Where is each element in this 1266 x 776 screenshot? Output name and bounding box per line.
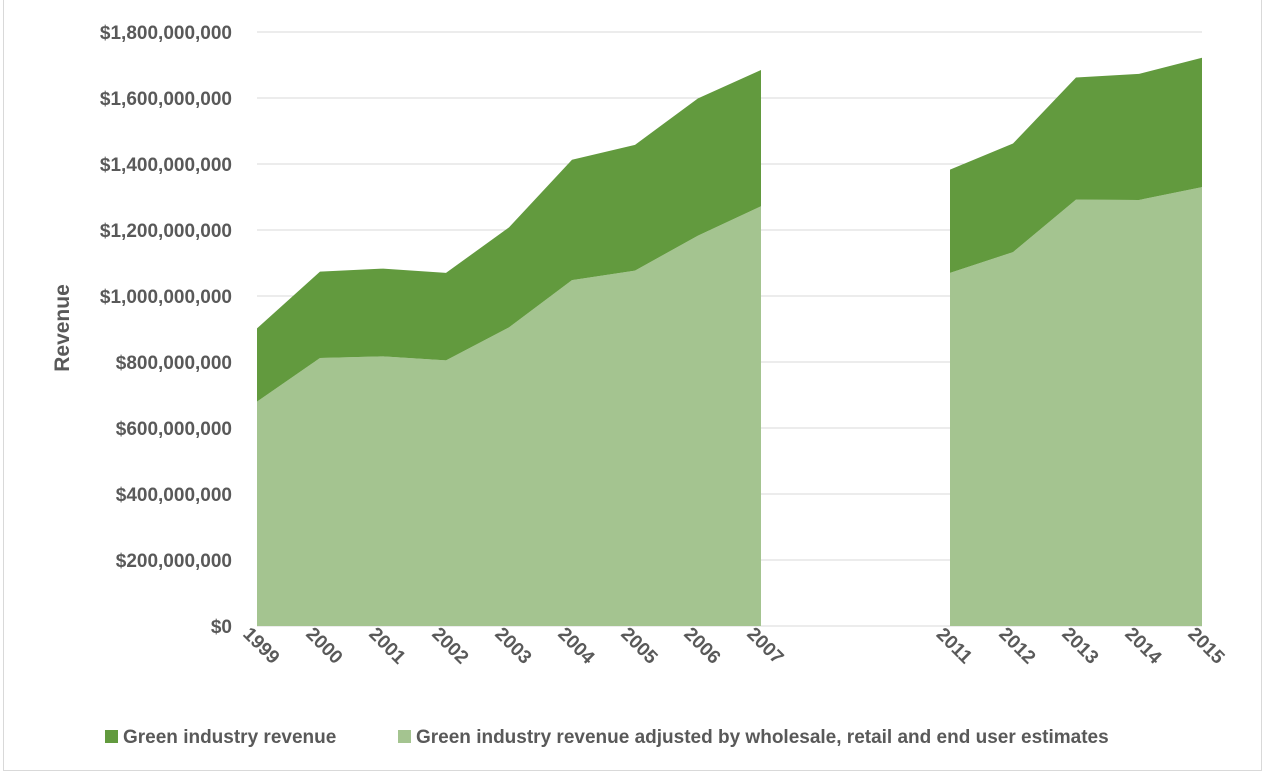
y-tick-label: $200,000,000 — [116, 551, 232, 572]
y-tick-label: $1,200,000,000 — [100, 221, 232, 242]
x-tick-label: 2007 — [743, 624, 788, 669]
y-axis-tick-labels: $0 $200,000,000 $400,000,000 $600,000,000 $8… — [100, 23, 232, 638]
x-tick-label: 2006 — [680, 624, 725, 669]
area-green-revenue-segment-1 — [257, 69, 761, 402]
x-tick-label: 2004 — [554, 624, 599, 669]
x-tick-label: 1999 — [239, 624, 284, 669]
area-adjusted-revenue-segment-2 — [950, 187, 1202, 626]
area-adjusted-revenue-segment-1 — [257, 206, 761, 627]
y-axis-title: Revenue — [51, 284, 74, 372]
legend-label: Green industry revenue adjusted by whole… — [416, 727, 1109, 748]
y-tick-label: $1,000,000,000 — [100, 287, 232, 308]
y-tick-label: $1,400,000,000 — [100, 155, 232, 176]
x-tick-label: 2000 — [302, 624, 347, 669]
legend-swatch — [105, 730, 118, 743]
y-tick-label: $1,600,000,000 — [100, 89, 232, 110]
y-tick-label: $800,000,000 — [116, 353, 232, 374]
x-tick-label: 2014 — [1121, 624, 1166, 669]
area-series — [257, 57, 1202, 627]
x-tick-label: 2002 — [428, 624, 473, 669]
y-tick-label: $400,000,000 — [116, 485, 232, 506]
legend-label: Green industry revenue — [123, 727, 336, 748]
legend-swatch — [398, 730, 411, 743]
x-tick-label: 2001 — [365, 624, 410, 669]
y-tick-label: $0 — [211, 617, 232, 638]
x-tick-label: 2012 — [995, 624, 1040, 669]
legend: Green industry revenue Green industry rev… — [105, 727, 1109, 748]
chart-frame: $0 $200,000,000 $400,000,000 $600,000,000 $8… — [3, 0, 1262, 771]
x-tick-label: 2003 — [491, 624, 536, 669]
x-tick-label: 2013 — [1058, 624, 1103, 669]
x-tick-label: 2011 — [932, 624, 976, 668]
y-tick-label: $1,800,000,000 — [100, 23, 232, 44]
area-green-revenue-segment-2 — [950, 57, 1202, 273]
x-tick-label: 2015 — [1184, 624, 1229, 669]
y-tick-label: $600,000,000 — [116, 419, 232, 440]
x-axis-tick-labels: 1999 2000 2001 2002 2003 2004 2005 2006 2007 2011… — [239, 624, 1229, 669]
x-tick-label: 2005 — [617, 624, 662, 669]
revenue-area-chart: $0 $200,000,000 $400,000,000 $600,000,000 $8… — [51, 23, 1229, 748]
